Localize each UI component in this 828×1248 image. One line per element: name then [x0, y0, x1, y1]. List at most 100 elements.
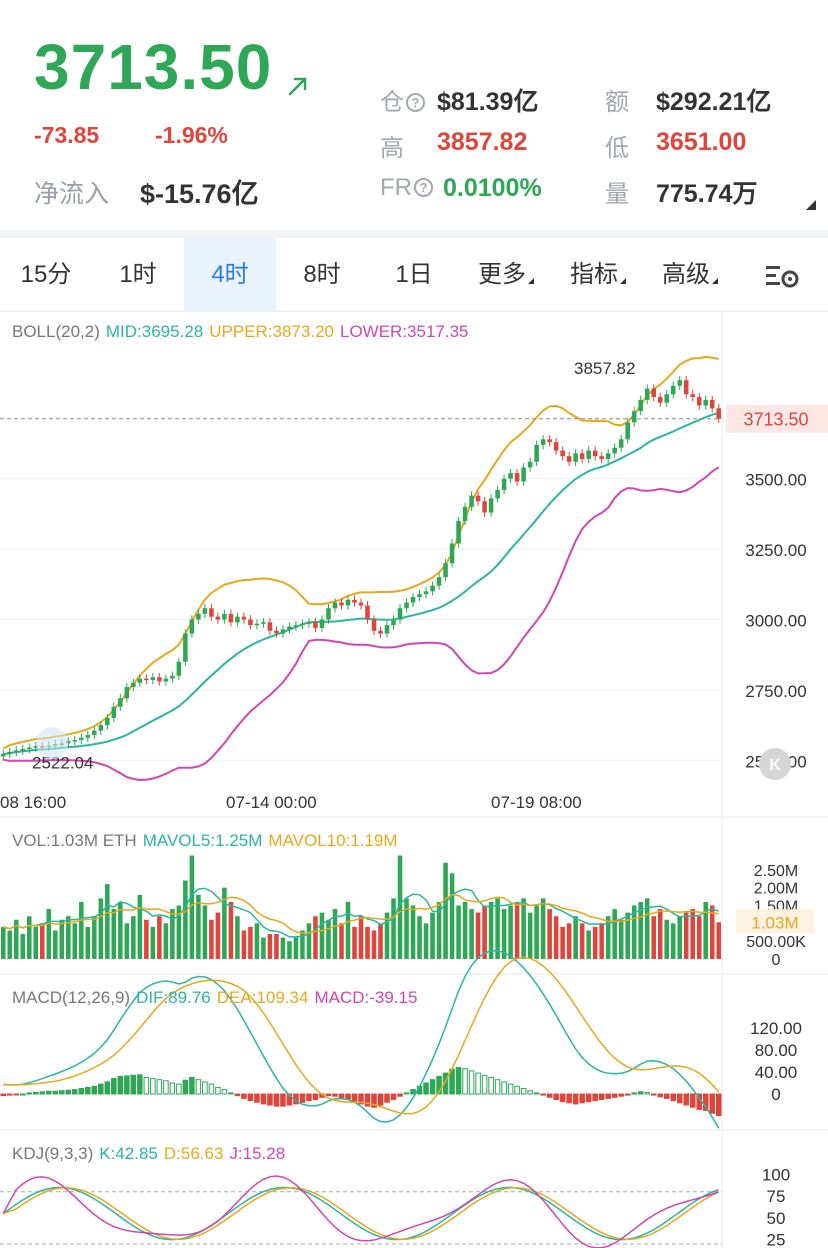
candle-body [111, 706, 117, 719]
volume-bar [573, 916, 578, 959]
high-marker: 3857.82 [574, 359, 635, 378]
macd-histogram-bar [403, 1092, 410, 1095]
candle-body [157, 677, 162, 682]
candle-body [13, 750, 19, 752]
macd-histogram-bar [202, 1081, 208, 1095]
info-icon[interactable]: ? [414, 178, 433, 197]
volume-bar [436, 901, 442, 959]
macd-histogram-bar [26, 1092, 33, 1095]
candlestick-panel: 3857.82 2522.04 [0, 355, 722, 782]
tab-1d[interactable]: 1日 [395, 261, 433, 288]
volume-bar [20, 934, 26, 959]
macd-histogram-bar [312, 1093, 319, 1100]
macd-histogram-bar [611, 1093, 618, 1098]
tab-4h[interactable]: 4时 [184, 238, 276, 312]
macd-histogram-bar [364, 1093, 371, 1107]
volume-bar [26, 916, 32, 959]
candle-body [566, 456, 572, 462]
funding-rate-label[interactable]: FR? [380, 174, 433, 202]
tab-advanced[interactable]: 高级 [644, 238, 736, 312]
macd-histogram-bar [559, 1093, 566, 1103]
vol-current-tag [736, 909, 814, 934]
macd-tick-label: 120.00 [750, 1019, 802, 1038]
macd-histogram-bar [384, 1093, 390, 1103]
mavol5-line [3, 887, 719, 938]
macd-histogram-bar [273, 1093, 280, 1107]
candle-body [20, 749, 26, 751]
macd-histogram-bar [520, 1088, 527, 1095]
kdj-panel [0, 1175, 722, 1248]
macd-histogram-bar [52, 1090, 59, 1095]
volume-bar [215, 912, 221, 959]
volume-bar [274, 934, 279, 959]
volume-bar [456, 905, 461, 959]
macd-histogram-bar [19, 1093, 26, 1096]
candle-body [124, 687, 130, 699]
chart-settings-icon[interactable] [766, 264, 800, 288]
info-icon[interactable]: ? [406, 93, 425, 112]
macd-histogram-bar [59, 1090, 65, 1095]
macd-histogram-bar [410, 1089, 416, 1095]
volume-bar [137, 894, 143, 959]
volume-bar [495, 898, 500, 959]
macd-histogram-bar [650, 1093, 657, 1096]
tab-indicators[interactable]: 指标 [552, 238, 644, 312]
macd-histogram-bar [267, 1093, 273, 1106]
volume-bar [469, 909, 474, 959]
vol-legend: VOL:1.03M ETH MAVOL5:1.25M MAVOL10:1.19M [12, 831, 398, 850]
volume-bar [365, 926, 370, 959]
funding-rate-value: 0.0100% [443, 174, 542, 202]
vol-tick-label: 0 [772, 952, 781, 969]
price-chart[interactable]: 3857.82 2522.04 3500.00 3250.00 3000.00 2750… [0, 312, 828, 1248]
volume-bar [196, 894, 201, 959]
tab-8h[interactable]: 8时 [303, 261, 341, 288]
volume-bar [13, 919, 19, 959]
volume-bar [703, 901, 709, 959]
low-marker-highlight [36, 727, 68, 760]
candle-body [248, 619, 253, 626]
kdj-tick-label: 100 [762, 1165, 790, 1184]
x-tick-label: 07-14 00:00 [226, 793, 317, 812]
volume-bar [716, 922, 722, 959]
candle-body [183, 633, 188, 662]
volume-bar [690, 909, 696, 959]
macd-histogram-bar [488, 1077, 494, 1095]
volume-bar [280, 937, 286, 959]
candle-body [267, 622, 273, 631]
turnover-value: $292.21亿 [656, 88, 772, 116]
tab-1h[interactable]: 1时 [119, 261, 157, 288]
trend-up-arrow-icon [288, 77, 307, 96]
volume-bar [527, 912, 533, 959]
macd-histogram-bar [514, 1085, 520, 1095]
macd-histogram-bar [176, 1083, 182, 1095]
expand-caret-icon[interactable] [806, 200, 816, 210]
candle-body [508, 473, 513, 479]
candle-body [553, 442, 559, 451]
volume-bar [410, 905, 416, 959]
candle-body [189, 619, 195, 634]
candle-body [690, 394, 696, 398]
interval-tab-bar: 15分 1时 4时 8时 1日 更多 指标 高级 [0, 238, 828, 312]
candle-body [163, 678, 169, 682]
candle-body [423, 591, 429, 595]
volume-bar [261, 937, 266, 959]
low-marker: 2522.04 [32, 754, 93, 773]
tab-more[interactable]: 更多 [460, 238, 552, 312]
candle-body [482, 501, 487, 513]
kdj-tick-label: 50 [767, 1209, 786, 1228]
candle-body [261, 622, 266, 624]
kdj-tick-label: 25 [767, 1231, 786, 1248]
volume-bar [462, 901, 468, 959]
macd-histogram-bar [13, 1093, 20, 1096]
tab-15m[interactable]: 15分 [20, 261, 72, 288]
volume-bar [228, 901, 234, 959]
logo-icon-glyph: K [769, 757, 781, 774]
volume-bar [92, 916, 97, 959]
candle-body [209, 608, 214, 617]
macd-histogram-bar [254, 1093, 260, 1103]
volume-bar [371, 930, 377, 959]
candle-body [462, 506, 468, 521]
open-interest-label[interactable]: 仓? [380, 82, 425, 117]
candle-body [306, 622, 312, 624]
volume-bar [579, 923, 585, 959]
